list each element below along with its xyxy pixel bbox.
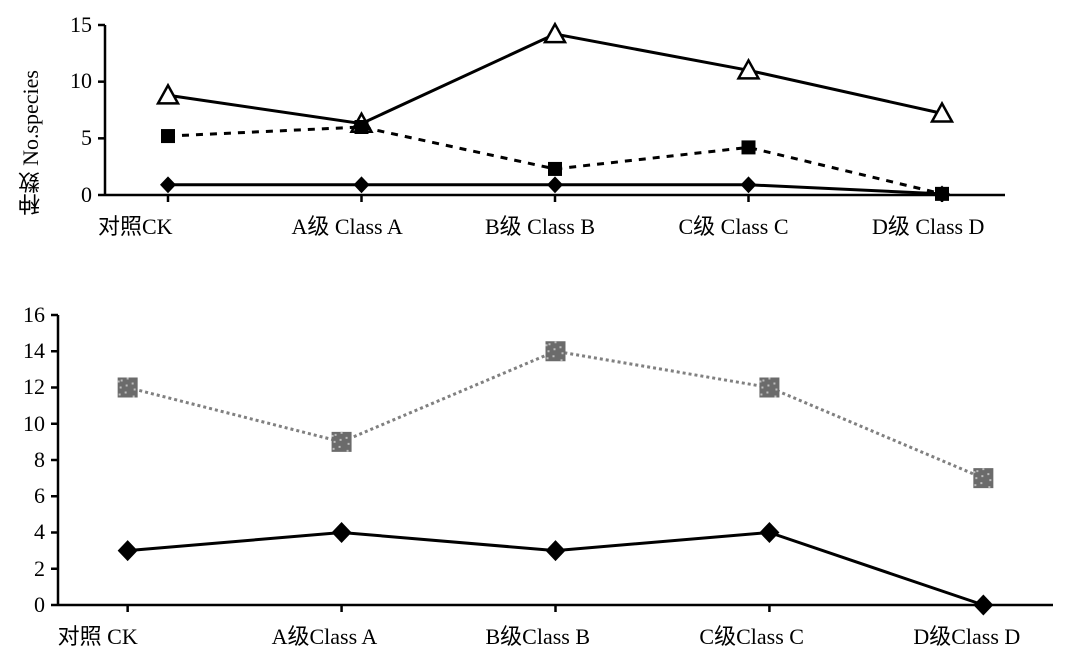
chart-bottom-xcat-label: C级Class C	[699, 619, 804, 651]
marker-diamond	[759, 522, 779, 543]
chart-bottom-ytick-label: 2	[5, 556, 45, 582]
marker-square-noise	[759, 378, 779, 398]
marker-square-noise	[546, 341, 566, 361]
chart-bottom-ytick-label: 10	[5, 411, 45, 437]
chart-bottom-ytick-label: 0	[5, 592, 45, 618]
chart-bottom-ytick-label: 16	[5, 302, 45, 328]
chart-bottom-ytick-label: 4	[5, 519, 45, 545]
chart-bottom-xcat-label: B级Class B	[486, 619, 591, 651]
marker-diamond	[332, 522, 352, 543]
chart-bottom-ytick-label: 12	[5, 374, 45, 400]
page: 种数 No.species 051015 对照CKA级 Class AB级 Cl…	[0, 0, 1065, 667]
chart-bottom	[0, 0, 1065, 667]
marker-diamond	[546, 540, 566, 561]
marker-diamond	[973, 595, 993, 616]
series-square-gray-line	[128, 351, 984, 478]
marker-square-noise	[973, 468, 993, 488]
chart-bottom-xcat-label: 对照 CK	[58, 619, 138, 651]
marker-square-noise	[118, 378, 138, 398]
chart-bottom-xcat-label: A级Class A	[272, 619, 378, 651]
chart-bottom-ytick-label: 6	[5, 483, 45, 509]
chart-bottom-ytick-label: 14	[5, 338, 45, 364]
chart-bottom-ytick-label: 8	[5, 447, 45, 473]
marker-square-noise	[332, 432, 352, 452]
marker-diamond	[118, 540, 138, 561]
chart-bottom-xcat-label: D级Class D	[913, 619, 1020, 651]
